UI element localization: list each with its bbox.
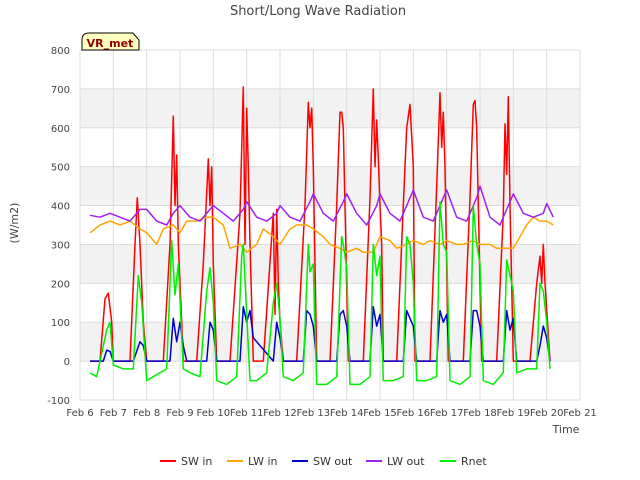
y-axis-label: (W/m2) — [8, 203, 21, 244]
y-tick-label: -100 — [47, 396, 70, 407]
x-tick-label: Feb 14 — [330, 408, 364, 419]
x-tick-label: Feb 10 — [197, 408, 231, 419]
x-axis-ticks: Feb 6 Feb 7 Feb 8 Feb 9 Feb 10 Feb 11 Feb 12 Fe… — [66, 408, 596, 419]
plot-band — [80, 88, 580, 128]
x-tick-label: Feb 20 — [530, 408, 564, 419]
x-tick-label: Feb 11 — [230, 408, 264, 419]
series-lines — [89, 86, 554, 386]
y-tick-label: 0 — [64, 357, 70, 368]
y-tick-label: 600 — [51, 124, 70, 135]
plot-band — [80, 166, 580, 206]
plot-background — [80, 50, 580, 400]
chart-title: Short/Long Wave Radiation — [230, 4, 406, 19]
y-tick-label: 200 — [51, 279, 70, 290]
x-tick-label: Feb 15 — [363, 408, 397, 419]
x-tick-label: Feb 13 — [297, 408, 331, 419]
y-tick-label: 100 — [51, 318, 70, 329]
legend-label-sw-in: SW in — [181, 455, 212, 468]
x-axis-label: Time — [552, 423, 580, 436]
legend-label-rnet: Rnet — [461, 455, 487, 468]
series-line-rnet — [89, 200, 551, 386]
station-badge-label: VR_met — [87, 37, 134, 50]
y-tick-label: 500 — [51, 163, 70, 174]
plot-band — [80, 244, 580, 284]
y-axis-ticks: -100 0 100 200 300 400 500 600 700 800 — [47, 46, 70, 407]
legend: SW in LW in SW out LW out Rnet — [160, 455, 487, 468]
y-tick-label: 300 — [51, 240, 70, 251]
y-tick-label: 700 — [51, 85, 70, 96]
x-tick-label: Feb 7 — [100, 408, 127, 419]
x-tick-label: Feb 21 — [563, 408, 597, 419]
x-tick-label: Feb 12 — [263, 408, 297, 419]
series-line-lw-in — [89, 216, 554, 253]
x-tick-label: Feb 9 — [166, 408, 193, 419]
station-badge: VR_met — [81, 32, 140, 51]
legend-label-lw-out: LW out — [387, 455, 425, 468]
y-tick-label: 400 — [51, 202, 70, 213]
legend-label-sw-out: SW out — [313, 455, 353, 468]
x-tick-label: Feb 17 — [430, 408, 464, 419]
legend-label-lw-in: LW in — [248, 455, 278, 468]
x-tick-label: Feb 8 — [133, 408, 160, 419]
y-tick-label: 800 — [51, 46, 70, 57]
x-tick-label: Feb 16 — [397, 408, 431, 419]
x-tick-label: Feb 6 — [66, 408, 93, 419]
x-tick-label: Feb 18 — [463, 408, 497, 419]
series-line-lw-out — [89, 185, 554, 226]
x-tick-label: Feb 19 — [497, 408, 531, 419]
